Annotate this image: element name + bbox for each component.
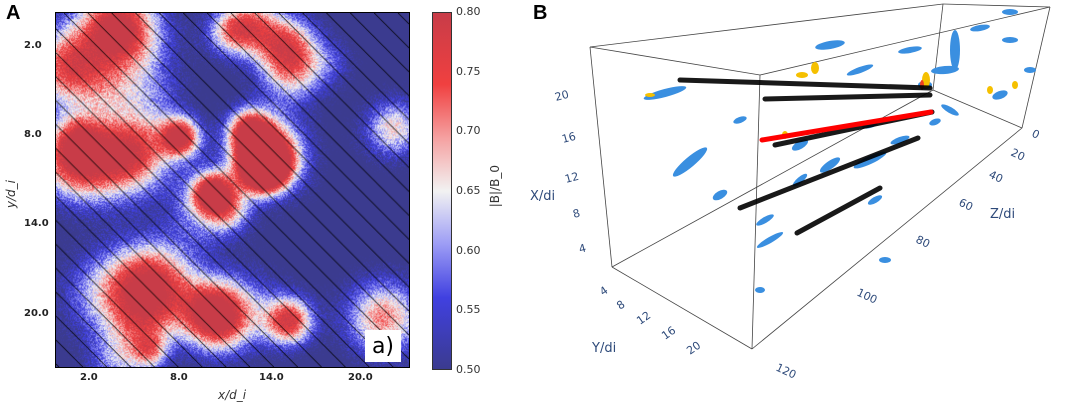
y-tick-label: 20.0	[24, 308, 49, 319]
structure-blob	[643, 86, 687, 100]
colorbar-tick-label: 0.75	[456, 64, 481, 78]
field-line	[737, 135, 921, 211]
colorbar-tick-label: 0.65	[456, 184, 481, 197]
z-tick-label: 60	[957, 196, 975, 214]
colorbar-tick-label: 0.80	[456, 5, 481, 18]
structure-blob	[931, 65, 959, 75]
z-tick-label: 20	[1009, 146, 1027, 164]
box-edge	[589, 46, 761, 76]
structure-blob	[1002, 37, 1018, 43]
structure-blob	[819, 157, 841, 173]
x-tick-label: 2.0	[80, 372, 98, 383]
structure-blob	[1002, 9, 1018, 15]
highlight-blob	[796, 72, 808, 78]
structure-blob	[672, 147, 708, 177]
y-axis-label: Y/di	[591, 341, 616, 356]
box-edge	[932, 89, 1023, 129]
highlight-blob	[1012, 81, 1018, 89]
box-edge	[1021, 6, 1051, 129]
x-tick-label: 12	[563, 170, 580, 186]
structure-blob	[733, 116, 747, 124]
highlight-blob	[922, 72, 930, 88]
x-axis-label: x/d_i	[218, 388, 247, 402]
structure-blob	[1024, 67, 1036, 73]
panel-label-a: A	[6, 2, 21, 24]
structure-blob	[712, 189, 728, 201]
y-tick-label: 4	[597, 284, 610, 299]
x-tick-label: 4	[577, 242, 587, 256]
z-tick-label: 40	[987, 168, 1005, 186]
structure-blob	[756, 214, 774, 226]
box-edge	[932, 3, 944, 91]
highlight-blob	[811, 62, 819, 74]
structure-blob	[992, 90, 1008, 100]
structure-blob	[950, 30, 960, 70]
z-axis-label: Z/di	[990, 207, 1015, 222]
selected-field-line	[759, 109, 934, 143]
structure-blob	[898, 46, 922, 54]
x-tick-label: 14.0	[259, 372, 284, 383]
z-tick-label: 0	[1030, 127, 1042, 142]
box-edge	[611, 266, 753, 350]
highlight-blob	[987, 86, 993, 94]
z-tick-label: 100	[855, 286, 880, 307]
x-tick-label: 8.0	[170, 372, 188, 383]
y-tick-label: 12	[634, 309, 653, 328]
structure-blob	[879, 257, 891, 263]
structure-blob	[941, 104, 959, 116]
colorbar-tick-label: 0.55	[456, 303, 481, 317]
box-edge	[751, 127, 1023, 350]
colorbar-tick-label: 0.50	[456, 363, 481, 376]
structure-blob	[756, 232, 784, 248]
structure-blob	[846, 64, 874, 76]
x-tick-label: 20	[553, 88, 570, 104]
y-tick-label: 8	[614, 298, 627, 313]
box-edge	[942, 3, 1051, 8]
structure-blob	[792, 173, 808, 187]
box-edge	[589, 46, 613, 268]
field-line	[677, 77, 933, 91]
z-tick-label: 120	[774, 361, 799, 382]
structure-blob	[890, 135, 910, 145]
structure-blob	[755, 287, 765, 293]
inset-label: a)	[365, 330, 401, 362]
y-tick-label: 2.0	[24, 40, 42, 51]
structure-blob	[791, 139, 809, 151]
box-edge	[759, 6, 1051, 76]
panel-label-b: B	[533, 2, 548, 24]
y-tick-label: 20	[684, 339, 703, 358]
highlight-blob	[645, 93, 655, 97]
x-tick-label: 16	[560, 130, 577, 146]
x-tick-label: 8	[571, 207, 581, 221]
heatmap	[55, 12, 410, 368]
field-line	[794, 185, 883, 236]
colorbar	[432, 12, 452, 370]
y-tick-label: 16	[659, 324, 678, 343]
x-axis-label: X/di	[530, 189, 555, 204]
z-tick-label: 80	[914, 233, 932, 251]
y-tick-label: 14.0	[24, 218, 49, 229]
colorbar-tick-label: 0.60	[456, 243, 481, 257]
box-edge	[589, 3, 944, 48]
colorbar-tick-label: 0.70	[456, 124, 481, 138]
structure-blob	[815, 40, 845, 50]
box-edge	[751, 74, 761, 350]
structure-blob	[929, 118, 941, 126]
field-line	[762, 92, 933, 102]
x-tick-label: 20.0	[348, 372, 373, 383]
y-tick-label: 8.0	[24, 129, 42, 140]
structure-blob	[867, 195, 883, 205]
structure-blob	[970, 24, 990, 32]
